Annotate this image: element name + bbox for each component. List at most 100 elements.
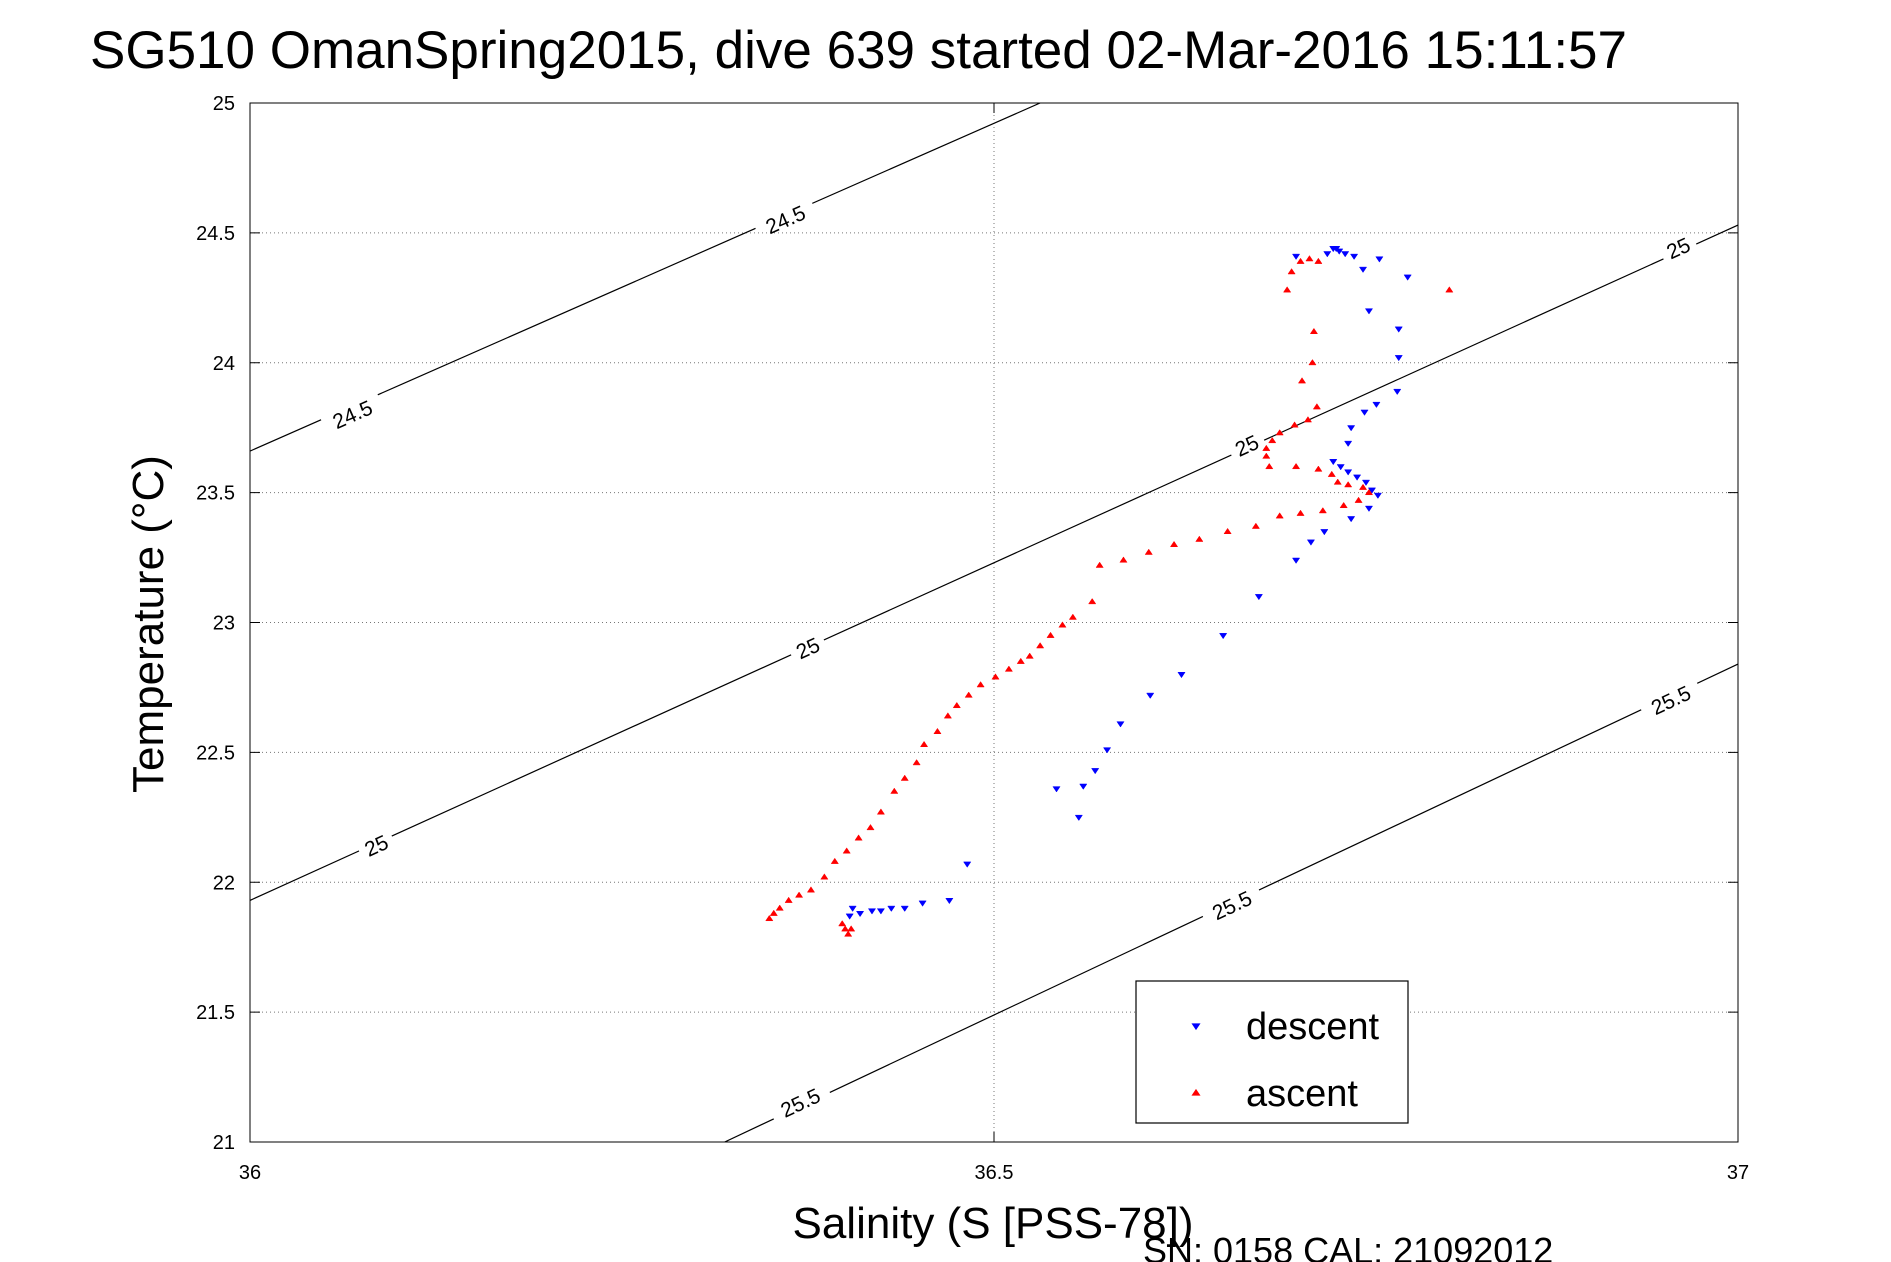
descent-point — [1353, 474, 1362, 481]
descent-point — [1350, 253, 1359, 260]
ascent-point — [1291, 462, 1301, 470]
descent-point — [887, 905, 896, 912]
ascent-point — [900, 774, 909, 781]
descent-point — [1052, 786, 1061, 793]
ascent-point — [1297, 377, 1307, 384]
ascent-point — [1275, 429, 1284, 436]
ascent-point — [991, 673, 1000, 680]
descent-point — [1347, 425, 1356, 432]
descent-point — [1361, 479, 1371, 486]
ascent-point — [1195, 535, 1204, 542]
y-tick-label: 24 — [213, 353, 235, 375]
ascent-point — [1119, 556, 1128, 563]
ascent-point — [1290, 421, 1299, 428]
descent-point — [1373, 492, 1382, 499]
descent-point — [1306, 539, 1316, 546]
ascent-point — [1004, 665, 1013, 672]
legend-label-descent: descent — [1246, 1006, 1380, 1048]
ascent-point — [976, 681, 985, 688]
serial-calibration-text: SN: 0158 CAL: 21092012 — [1143, 1230, 1553, 1262]
ascent-point — [838, 920, 847, 927]
ascent-point — [952, 701, 961, 709]
ascent-point — [1308, 359, 1317, 366]
descent-point — [945, 898, 954, 905]
x-tick-label: 36 — [239, 1162, 261, 1184]
descent-point — [1341, 251, 1350, 258]
descent-point — [1403, 274, 1412, 281]
chart-title: SG510 OmanSpring2015, dive 639 started 0… — [90, 21, 1627, 80]
x-tick-label: 36.5 — [975, 1162, 1014, 1184]
ascent-point — [1364, 488, 1374, 496]
descent-point — [1177, 672, 1186, 679]
ascent-point — [765, 914, 774, 922]
ascent-point — [890, 787, 899, 794]
ascent-point — [1296, 509, 1305, 516]
ascent-point — [820, 873, 829, 880]
ascent-point — [1333, 478, 1342, 485]
ascent-point — [1327, 470, 1336, 477]
ascent-point — [1265, 462, 1274, 470]
legend-label-ascent: ascent — [1246, 1073, 1358, 1115]
ascent-point — [1354, 496, 1363, 503]
ascent-point — [1312, 403, 1321, 410]
descent-point — [1219, 633, 1228, 640]
x-tick-label: 37 — [1727, 1162, 1749, 1184]
ascent-point — [854, 834, 863, 841]
ascent-point — [866, 824, 875, 831]
descent-point — [963, 861, 972, 868]
descent-point — [856, 911, 865, 918]
sigma-contour-line — [250, 103, 1041, 452]
ascent-point — [1445, 286, 1454, 293]
x-axis-title: Salinity (S [PSS-78]) — [792, 1199, 1193, 1248]
descent-point — [867, 908, 877, 915]
descent-point — [1394, 326, 1403, 333]
descent-point — [1291, 557, 1301, 564]
descent-point — [1079, 783, 1088, 790]
ascent-point — [1068, 613, 1077, 620]
descent-point — [1291, 253, 1301, 260]
descent-point — [848, 905, 857, 912]
legend-box — [1135, 980, 1409, 1124]
descent-point — [1367, 487, 1377, 494]
y-tick-label: 22.5 — [196, 742, 235, 764]
ascent-point — [876, 808, 885, 815]
descent-point — [845, 913, 854, 920]
y-tick-label: 21.5 — [196, 1002, 235, 1024]
descent-point — [1344, 469, 1353, 476]
ascent-point — [1036, 642, 1045, 649]
ascent-point — [1025, 652, 1034, 659]
descent-point — [1394, 355, 1403, 362]
y-tick-label: 22 — [213, 872, 235, 894]
ascent-point — [912, 759, 921, 766]
ascent-point — [1262, 444, 1271, 451]
descent-point — [1364, 308, 1374, 315]
ascent-point — [795, 891, 804, 898]
ascent-point — [1088, 598, 1097, 605]
y-tick-label: 21 — [213, 1132, 235, 1154]
y-tick-label: 23.5 — [196, 483, 235, 505]
ascent-point — [841, 925, 850, 932]
descent-point — [918, 900, 927, 907]
ascent-point — [1318, 507, 1327, 514]
sigma-contour-line — [724, 663, 1738, 1142]
ascent-point — [806, 886, 816, 893]
ascent-point — [784, 896, 793, 903]
descent-point — [1364, 505, 1374, 512]
legend: descent ascent — [1135, 980, 1409, 1124]
legend-marker-ascent — [1191, 1088, 1201, 1096]
y-tick-label: 25 — [213, 93, 235, 115]
ascent-point — [1344, 481, 1353, 488]
ascent-point — [1287, 268, 1296, 275]
descent-point — [1344, 440, 1353, 447]
legend-marker-descent — [1191, 1023, 1201, 1031]
y-tick-label: 23 — [213, 613, 235, 635]
descent-point — [876, 908, 885, 915]
ascent-point — [1275, 512, 1284, 519]
descent-point — [1358, 266, 1368, 273]
ascent-point — [1339, 501, 1348, 509]
descent-point — [1103, 747, 1112, 754]
descent-point — [1360, 409, 1369, 416]
ascent-point — [964, 691, 973, 698]
descent-point — [1254, 594, 1263, 601]
ascent-point — [830, 857, 839, 864]
